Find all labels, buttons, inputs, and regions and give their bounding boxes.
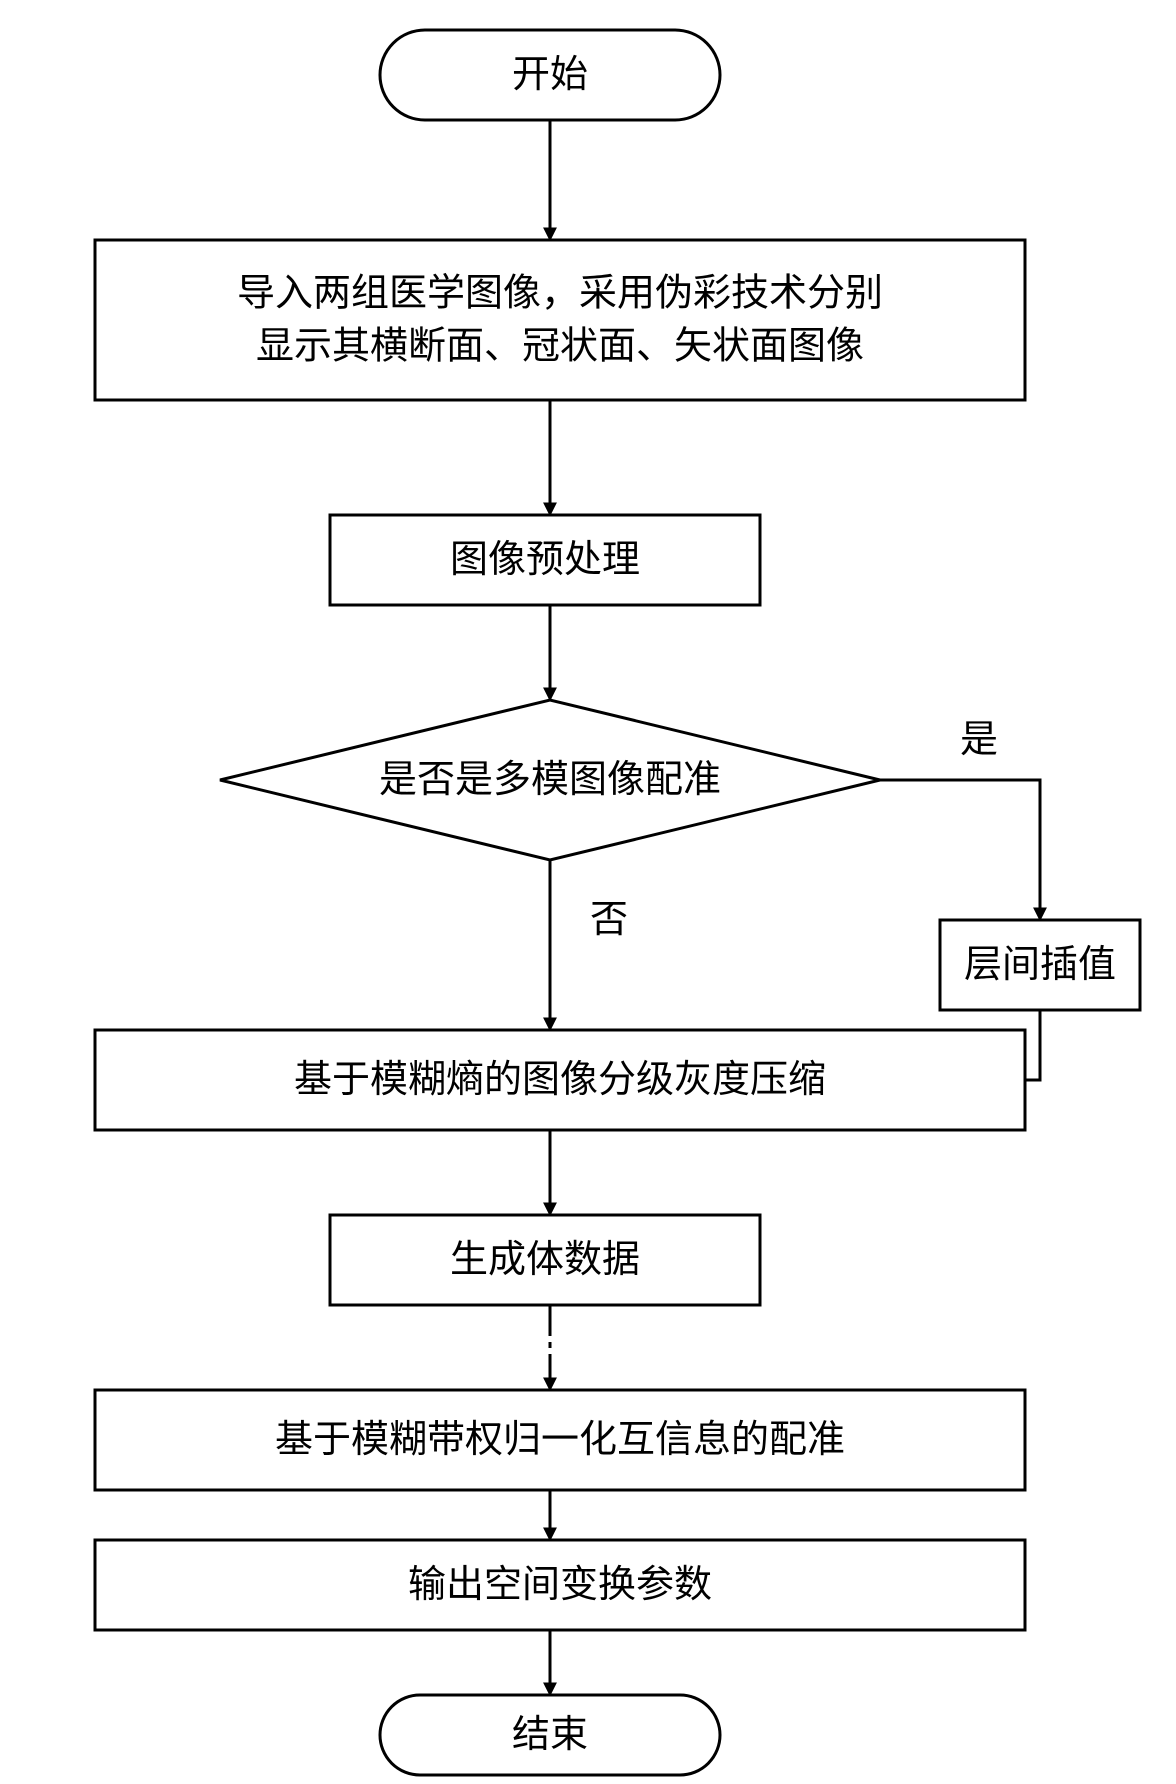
node-end-label: 结束	[512, 1714, 588, 1756]
node-compress-label: 基于模糊熵的图像分级灰度压缩	[294, 1059, 826, 1101]
node-import-label-0: 导入两组医学图像，采用伪彩技术分别	[237, 272, 883, 314]
node-registration-label: 基于模糊带权归一化互信息的配准	[275, 1419, 845, 1461]
branch-label-no: 否	[590, 899, 628, 941]
node-volume-label: 生成体数据	[450, 1239, 640, 1281]
node-output-label: 输出空间变换参数	[408, 1564, 712, 1606]
node-decision-label: 是否是多模图像配准	[379, 759, 721, 801]
node-start-label: 开始	[512, 54, 588, 96]
branch-label-yes: 是	[960, 719, 998, 761]
node-import-label-1: 显示其横断面、冠状面、矢状面图像	[256, 326, 864, 368]
node-preprocess-label: 图像预处理	[450, 539, 640, 581]
node-interpolate-label: 层间插值	[964, 944, 1116, 986]
node-import	[95, 240, 1025, 400]
edge-e5_yes_h	[880, 780, 1040, 920]
